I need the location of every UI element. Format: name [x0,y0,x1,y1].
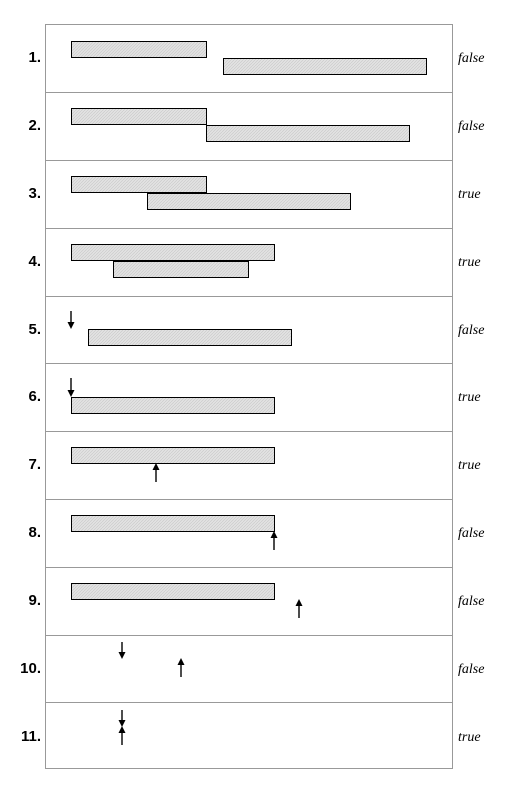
row-number-7: 7. [28,456,41,473]
row-number-4: 4. [28,253,41,270]
interval-bar [71,447,275,464]
row-result-7: true [458,458,481,473]
down-arrow-icon [118,710,126,727]
row-result-11: true [458,730,481,745]
row-number-11: 11. [20,728,41,745]
interval-bar [206,125,410,142]
row-result-10: false [458,662,485,677]
row-result-6: true [458,390,481,405]
down-arrow-icon [118,642,126,659]
interval-bar [71,41,207,58]
row-result-1: false [458,51,485,66]
row-dividers [45,92,452,703]
interval-bar [113,261,249,278]
down-arrow-icon [67,378,75,397]
row-result-3: true [458,187,481,202]
up-arrow-icon [152,463,160,482]
row-result-2: false [458,119,485,134]
row-number-9: 9. [28,592,41,609]
interval-bar [223,58,427,75]
interval-bar [88,329,292,346]
row-result-4: true [458,255,481,270]
row-number-2: 2. [28,117,41,134]
row-number-10: 10. [20,660,41,677]
up-arrow-icon [177,658,185,677]
up-arrow-icon [270,531,278,550]
diagram-frame [45,24,453,769]
row-number-6: 6. [28,388,41,405]
interval-bar [71,176,207,193]
row-result-8: false [458,526,485,541]
interval-bar [71,583,275,600]
interval-bar [71,397,275,414]
row-number-8: 8. [28,524,41,541]
interval-bar [71,244,275,261]
up-arrow-icon [118,726,126,745]
row-result-9: false [458,594,485,609]
interval-bar [71,108,207,125]
row-number-3: 3. [28,185,41,202]
interval-bar [71,515,275,532]
row-number-1: 1. [28,49,41,66]
row-result-5: false [458,323,485,338]
down-arrow-icon [67,311,75,329]
interval-bar [147,193,351,210]
row-number-5: 5. [28,321,41,338]
up-arrow-icon [295,599,303,618]
